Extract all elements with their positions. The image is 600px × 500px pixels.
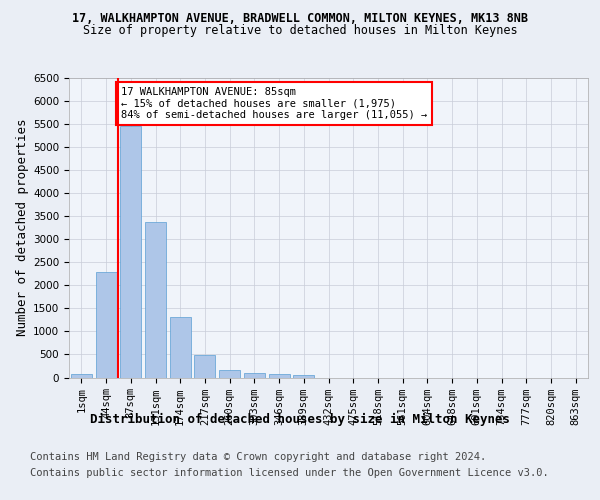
Bar bbox=[170, 317, 191, 378]
Y-axis label: Number of detached properties: Number of detached properties bbox=[16, 118, 29, 336]
Bar bbox=[71, 374, 92, 378]
Bar bbox=[244, 374, 265, 378]
Bar bbox=[219, 370, 240, 378]
Bar bbox=[293, 374, 314, 378]
Text: Contains HM Land Registry data © Crown copyright and database right 2024.: Contains HM Land Registry data © Crown c… bbox=[30, 452, 486, 462]
Text: 17 WALKHAMPTON AVENUE: 85sqm
← 15% of detached houses are smaller (1,975)
84% of: 17 WALKHAMPTON AVENUE: 85sqm ← 15% of de… bbox=[121, 86, 427, 120]
Text: Distribution of detached houses by size in Milton Keynes: Distribution of detached houses by size … bbox=[90, 412, 510, 426]
Text: Contains public sector information licensed under the Open Government Licence v3: Contains public sector information licen… bbox=[30, 468, 549, 477]
Bar bbox=[95, 272, 116, 378]
Bar bbox=[269, 374, 290, 378]
Bar bbox=[145, 222, 166, 378]
Bar bbox=[120, 126, 141, 378]
Text: Size of property relative to detached houses in Milton Keynes: Size of property relative to detached ho… bbox=[83, 24, 517, 37]
Bar bbox=[194, 356, 215, 378]
Text: 17, WALKHAMPTON AVENUE, BRADWELL COMMON, MILTON KEYNES, MK13 8NB: 17, WALKHAMPTON AVENUE, BRADWELL COMMON,… bbox=[72, 12, 528, 26]
